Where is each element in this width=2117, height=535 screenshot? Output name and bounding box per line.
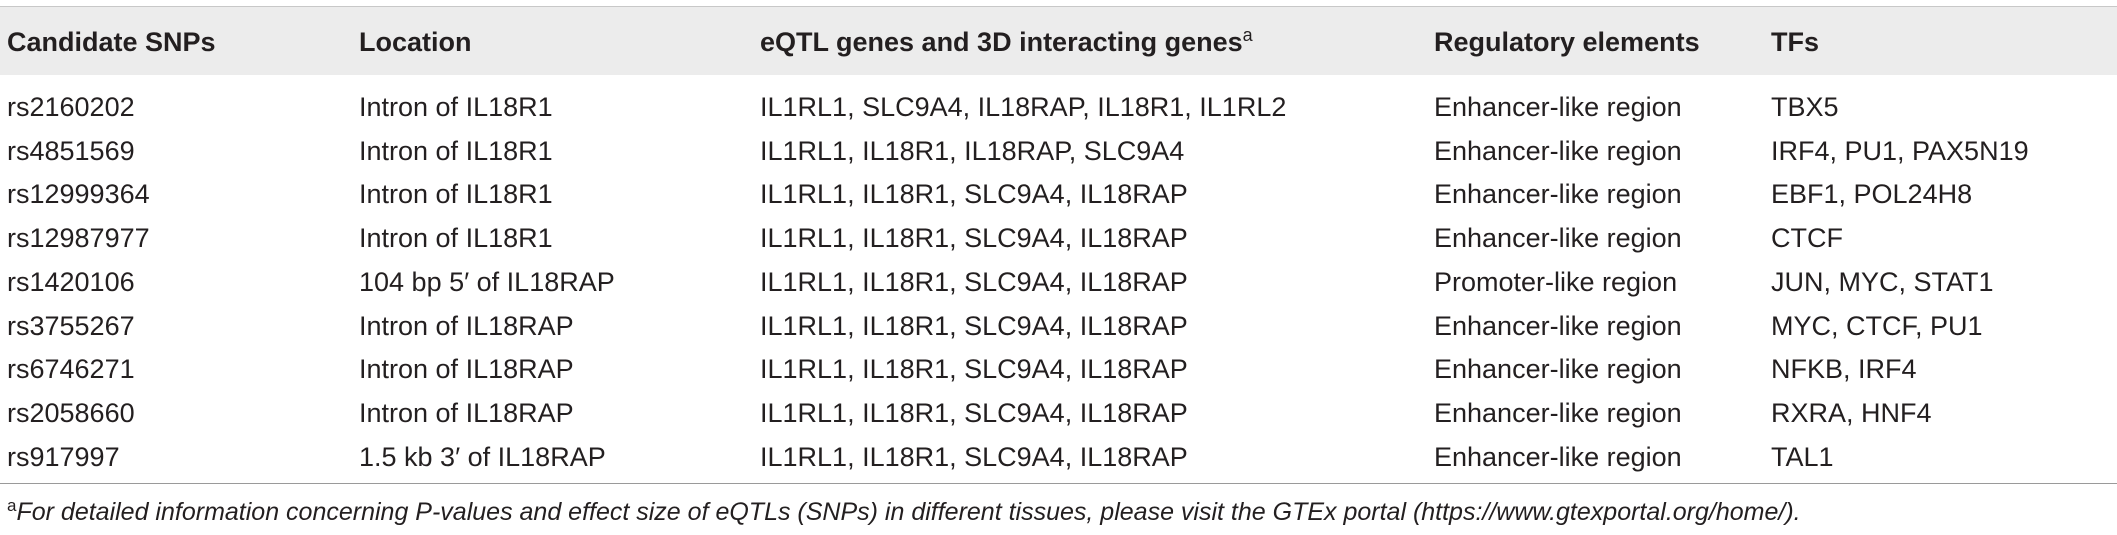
table-cell: Promoter-like region <box>1434 266 1678 297</box>
table-cell: rs4851569 <box>7 135 135 166</box>
header-cell: Regulatory elements <box>1434 27 1700 57</box>
table-cell: Enhancer-like region <box>1434 92 1682 122</box>
table-cell: TBX5 <box>1771 92 1839 122</box>
table-cell: Intron of IL18R1 <box>359 179 553 210</box>
table-bottom-rule <box>0 483 2117 484</box>
header-cell: Location <box>359 27 472 57</box>
table-cell: TAL1 <box>1771 441 1834 472</box>
table-cell: rs12999364 <box>7 179 150 210</box>
table-cell: Intron of IL18RAP <box>359 397 574 428</box>
table-cell: JUN, MYC, STAT1 <box>1771 266 1994 297</box>
table-cell: IL1RL1, IL18R1, SLC9A4, IL18RAP <box>760 441 1188 472</box>
footnote: aFor detailed information concerning P-v… <box>7 496 1801 527</box>
table-cell: 1.5 kb 3′ of IL18RAP <box>359 441 606 472</box>
table-cell: IL1RL1, IL18R1, SLC9A4, IL18RAP <box>760 223 1188 254</box>
table-cell: IL1RL1, IL18R1, SLC9A4, IL18RAP <box>760 179 1188 210</box>
table-cell: IRF4, PU1, PAX5N19 <box>1771 135 2029 166</box>
table-cell: IL1RL1, IL18R1, SLC9A4, IL18RAP <box>760 310 1188 341</box>
table-cell: rs3755267 <box>7 310 135 341</box>
footnote-text: For detailed information concerning P-va… <box>16 498 1801 526</box>
table-cell: IL1RL1, IL18R1, SLC9A4, IL18RAP <box>760 266 1188 297</box>
table-cell: rs12987977 <box>7 223 150 254</box>
table-cell: Intron of IL18RAP <box>359 310 574 341</box>
header-cell: TFs <box>1771 27 1820 57</box>
table-cell: Enhancer-like region <box>1434 441 1682 472</box>
footnote-marker: a <box>7 496 17 515</box>
table-cell: Enhancer-like region <box>1434 179 1682 210</box>
table-cell: rs1420106 <box>7 266 135 297</box>
header-cell: eQTL genes and 3D interacting genesa <box>760 26 1253 58</box>
table-cell: rs917997 <box>7 441 120 472</box>
table-cell: Enhancer-like region <box>1434 223 1682 254</box>
header-text: eQTL genes and 3D interacting genes <box>760 27 1243 57</box>
table-cell: Intron of IL18R1 <box>359 135 553 166</box>
table-cell: Intron of IL18R1 <box>359 92 553 122</box>
table-cell: Enhancer-like region <box>1434 135 1682 166</box>
table-cell: Intron of IL18RAP <box>359 354 574 385</box>
table-cell: Enhancer-like region <box>1434 310 1682 341</box>
table-cell: Intron of IL18R1 <box>359 223 553 254</box>
table-cell: EBF1, POL24H8 <box>1771 179 1973 210</box>
table-cell: 104 bp 5′ of IL18RAP <box>359 266 615 297</box>
table-cell: IL1RL1, IL18R1, SLC9A4, IL18RAP <box>760 354 1188 385</box>
table-cell: rs6746271 <box>7 354 135 385</box>
table-cell: NFKB, IRF4 <box>1771 354 1917 385</box>
header-cell: Candidate SNPs <box>7 27 216 57</box>
table-cell: Enhancer-like region <box>1434 354 1682 385</box>
table-cell: MYC, CTCF, PU1 <box>1771 310 1983 341</box>
table-cell: rs2058660 <box>7 397 135 428</box>
header-background <box>0 6 2117 75</box>
table-cell: Enhancer-like region <box>1434 397 1682 428</box>
table-cell: CTCF <box>1771 223 1843 254</box>
table-cell: rs2160202 <box>7 92 135 122</box>
table-cell: RXRA, HNF4 <box>1771 397 1932 428</box>
table-cell: IL1RL1, IL18R1, IL18RAP, SLC9A4 <box>760 135 1185 166</box>
table-cell: IL1RL1, SLC9A4, IL18RAP, IL18R1, IL1RL2 <box>760 92 1287 122</box>
table-cell: IL1RL1, IL18R1, SLC9A4, IL18RAP <box>760 397 1188 428</box>
header-note-marker: a <box>1242 25 1253 45</box>
